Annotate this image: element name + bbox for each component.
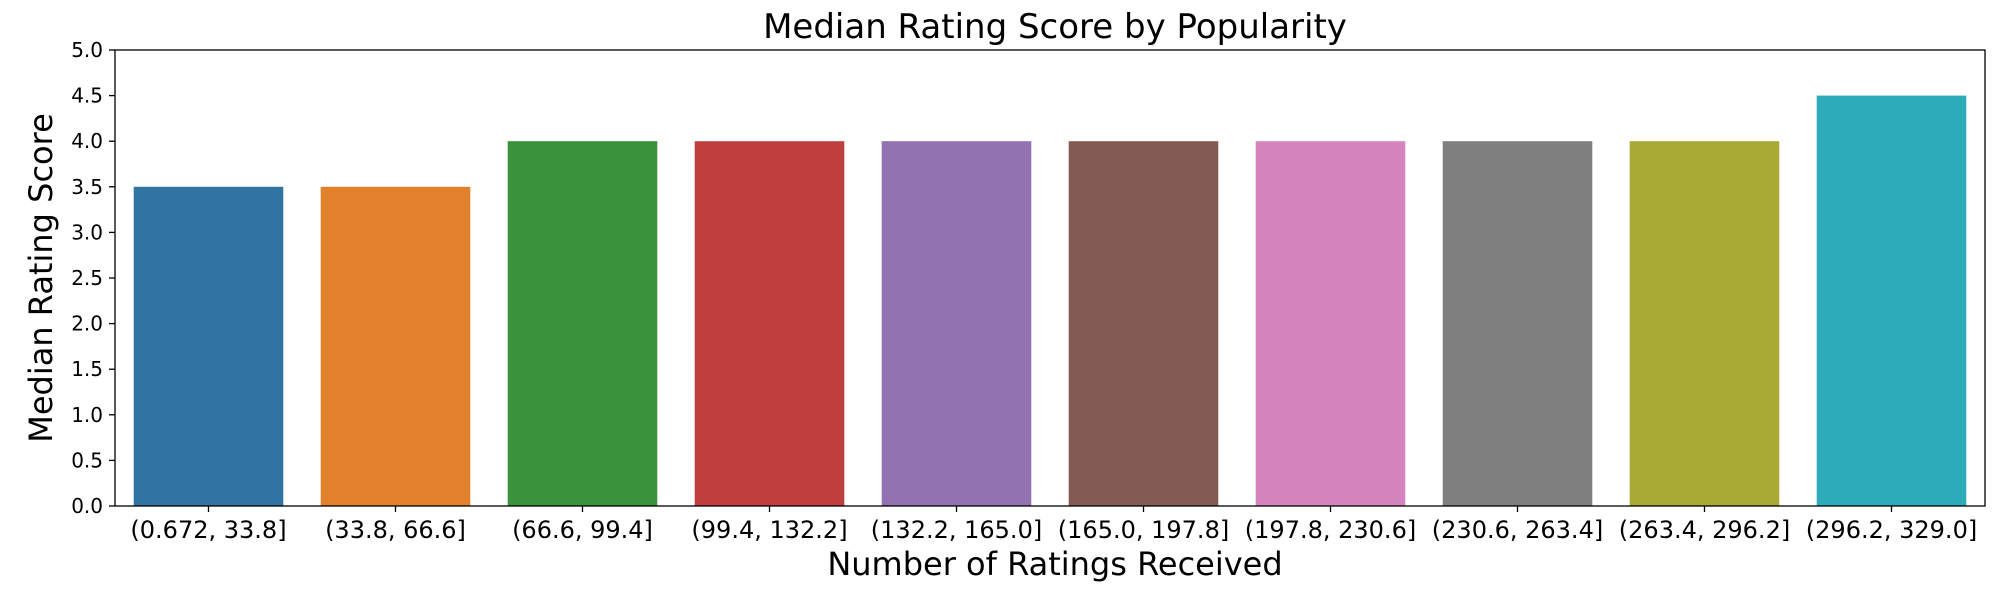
x-tick-label: (99.4, 132.2] — [691, 516, 847, 544]
y-tick-label: 2.5 — [71, 266, 103, 290]
y-tick-label: 2.0 — [71, 312, 103, 336]
chart-title: Median Rating Score by Popularity — [763, 7, 1347, 47]
y-tick-label: 4.0 — [71, 129, 103, 153]
bar — [1068, 141, 1219, 506]
x-axis: (0.672, 33.8] (33.8, 66.6] (66.6, 99.4] (99… — [130, 506, 1977, 544]
bar — [1255, 141, 1406, 506]
x-tick-label: (263.4, 296.2] — [1619, 516, 1790, 544]
bar — [320, 186, 471, 507]
bar — [133, 186, 284, 507]
y-tick-label: 3.5 — [71, 175, 103, 199]
y-tick-label: 3.0 — [71, 220, 103, 244]
y-tick-label: 1.5 — [71, 357, 103, 381]
x-tick-label: (132.2, 165.0] — [871, 516, 1042, 544]
x-tick-label: (230.6, 263.4] — [1432, 516, 1603, 544]
bar — [507, 141, 658, 506]
bar — [694, 141, 845, 506]
y-axis-label: Median Rating Score — [22, 113, 60, 443]
bar — [881, 141, 1032, 506]
bar — [1816, 95, 1967, 506]
bar — [1629, 141, 1780, 506]
y-axis: 0.0 0.5 1.0 1.5 2.0 2.5 3.0 3.5 4.0 4.5 5.0 — [71, 38, 115, 518]
bar — [1442, 141, 1593, 506]
plot-frame — [114, 49, 1986, 507]
x-axis-label: Number of Ratings Received — [827, 545, 1282, 583]
y-tick-label: 1.0 — [71, 403, 103, 427]
x-tick-label: (197.8, 230.6] — [1245, 516, 1416, 544]
x-tick-label: (165.0, 197.8] — [1058, 516, 1229, 544]
bars-layer — [133, 95, 1967, 507]
x-tick-label: (0.672, 33.8] — [130, 516, 286, 544]
y-tick-label: 4.5 — [71, 84, 103, 108]
y-tick-label: 0.0 — [71, 494, 103, 518]
x-tick-label: (33.8, 66.6] — [325, 516, 466, 544]
y-tick-label: 5.0 — [71, 38, 103, 62]
x-tick-label: (296.2, 329.0] — [1806, 516, 1977, 544]
y-tick-label: 0.5 — [71, 448, 103, 472]
x-tick-label: (66.6, 99.4] — [512, 516, 653, 544]
